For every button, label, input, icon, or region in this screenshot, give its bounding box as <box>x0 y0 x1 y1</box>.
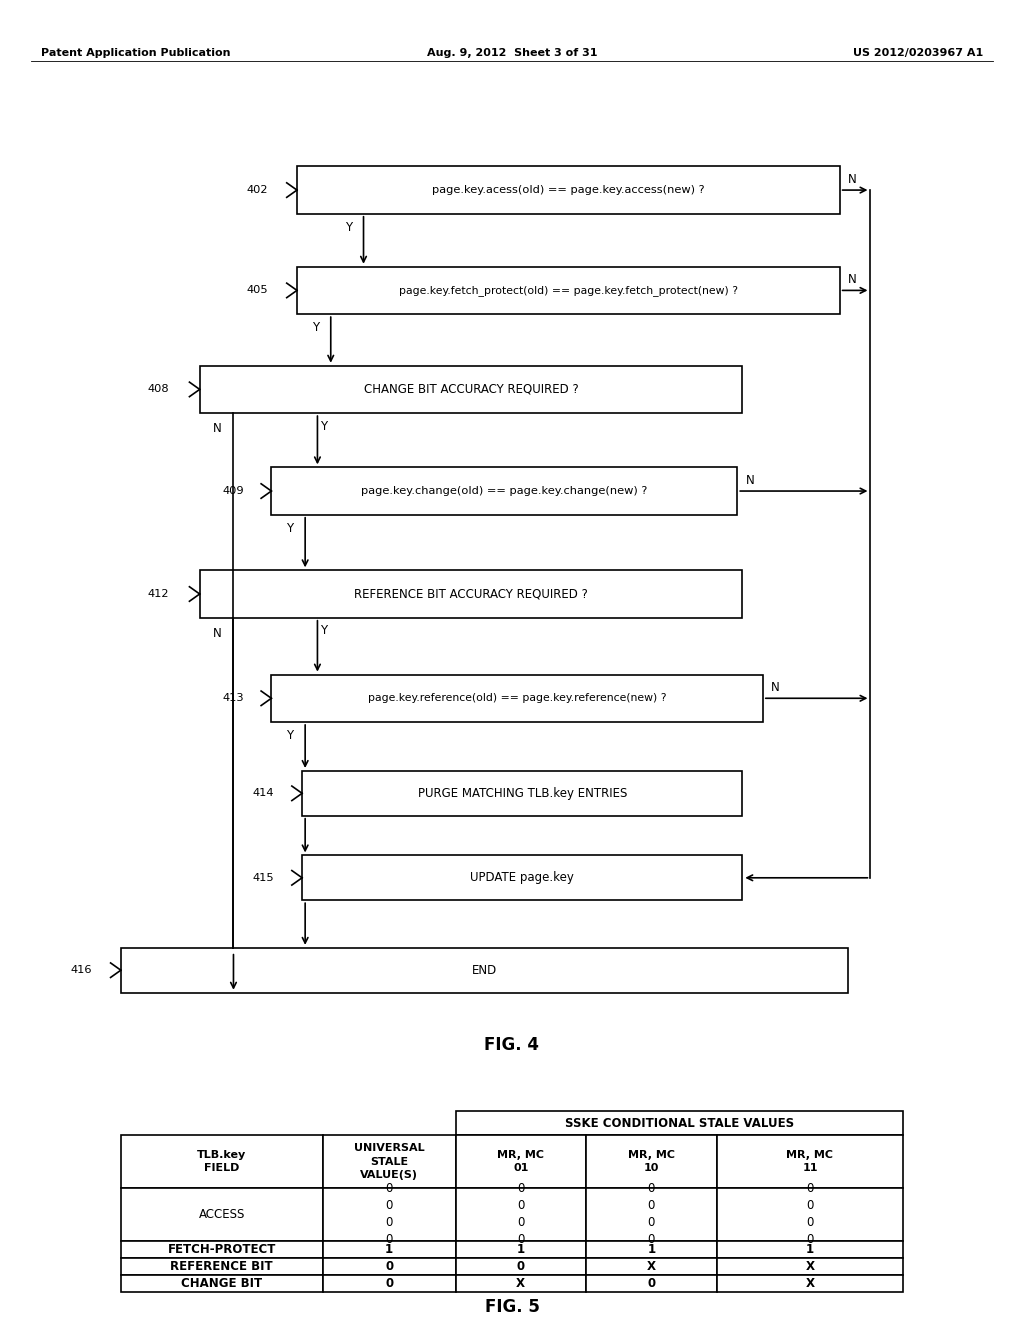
Text: X: X <box>806 1278 814 1290</box>
Bar <box>121 1241 323 1258</box>
Bar <box>456 1275 586 1292</box>
Text: Aug. 9, 2012  Sheet 3 of 31: Aug. 9, 2012 Sheet 3 of 31 <box>427 48 597 58</box>
Text: Patent Application Publication: Patent Application Publication <box>41 48 230 58</box>
Text: 0
0
0
0: 0 0 0 0 <box>806 1183 814 1246</box>
Bar <box>323 1188 456 1241</box>
Text: FIG. 5: FIG. 5 <box>484 1298 540 1316</box>
Text: Y: Y <box>321 420 327 433</box>
Text: ACCESS: ACCESS <box>199 1208 245 1221</box>
Text: 1: 1 <box>517 1243 524 1255</box>
Text: 415: 415 <box>253 873 274 883</box>
Text: MR, MC
11: MR, MC 11 <box>786 1150 834 1173</box>
Bar <box>717 1135 903 1188</box>
Text: FETCH-PROTECT: FETCH-PROTECT <box>168 1243 275 1255</box>
Bar <box>456 1188 586 1241</box>
Text: N: N <box>848 273 857 286</box>
Text: CHANGE BIT ACCURACY REQUIRED ?: CHANGE BIT ACCURACY REQUIRED ? <box>364 383 579 396</box>
Text: 413: 413 <box>222 693 244 704</box>
Text: Y: Y <box>287 729 293 742</box>
Text: 0: 0 <box>647 1278 655 1290</box>
Bar <box>302 771 742 816</box>
Text: X: X <box>647 1261 655 1272</box>
Bar <box>586 1241 717 1258</box>
Text: page.key.reference(old) == page.key.reference(new) ?: page.key.reference(old) == page.key.refe… <box>368 693 667 704</box>
Text: 1: 1 <box>385 1243 393 1255</box>
Bar <box>586 1188 717 1241</box>
Bar <box>121 1188 323 1241</box>
Text: 414: 414 <box>253 788 274 799</box>
Text: 0
0
0
0: 0 0 0 0 <box>385 1183 393 1246</box>
Text: N: N <box>848 173 857 186</box>
Text: N: N <box>213 422 221 436</box>
Text: page.key.acess(old) == page.key.access(new) ?: page.key.acess(old) == page.key.access(n… <box>432 185 705 195</box>
Bar <box>121 1275 323 1292</box>
Text: X: X <box>516 1278 525 1290</box>
Bar <box>271 467 737 515</box>
Bar <box>586 1275 717 1292</box>
Bar <box>717 1188 903 1241</box>
Bar <box>717 1241 903 1258</box>
Bar <box>297 267 840 314</box>
Text: 0: 0 <box>385 1261 393 1272</box>
Text: MR, MC
01: MR, MC 01 <box>498 1150 544 1173</box>
Text: 416: 416 <box>71 965 92 975</box>
Bar <box>121 1135 323 1188</box>
Text: 0
0
0
0: 0 0 0 0 <box>647 1183 655 1246</box>
Bar <box>200 570 742 618</box>
Bar <box>456 1111 903 1135</box>
Text: TLB.key
FIELD: TLB.key FIELD <box>197 1150 247 1173</box>
Text: Y: Y <box>345 220 351 234</box>
Text: page.key.change(old) == page.key.change(new) ?: page.key.change(old) == page.key.change(… <box>361 486 647 496</box>
Bar <box>586 1258 717 1275</box>
Text: MR, MC
10: MR, MC 10 <box>628 1150 675 1173</box>
Text: N: N <box>745 474 755 487</box>
Text: UPDATE page.key: UPDATE page.key <box>470 871 574 884</box>
Bar <box>297 166 840 214</box>
Bar <box>456 1258 586 1275</box>
Text: 1: 1 <box>806 1243 814 1255</box>
Bar <box>302 855 742 900</box>
Text: 402: 402 <box>247 185 268 195</box>
Text: Y: Y <box>321 624 327 638</box>
Text: N: N <box>213 627 221 640</box>
Text: 412: 412 <box>147 589 169 599</box>
Bar <box>121 1258 323 1275</box>
Text: REFERENCE BIT: REFERENCE BIT <box>170 1261 273 1272</box>
Text: Y: Y <box>287 521 293 535</box>
Text: CHANGE BIT: CHANGE BIT <box>181 1278 262 1290</box>
Text: 0
0
0
0: 0 0 0 0 <box>517 1183 524 1246</box>
Text: REFERENCE BIT ACCURACY REQUIRED ?: REFERENCE BIT ACCURACY REQUIRED ? <box>354 587 588 601</box>
Text: 1: 1 <box>647 1243 655 1255</box>
Bar <box>586 1135 717 1188</box>
Text: 405: 405 <box>247 285 268 296</box>
Text: UNIVERSAL
STALE
VALUE(S): UNIVERSAL STALE VALUE(S) <box>354 1143 424 1180</box>
Bar <box>717 1275 903 1292</box>
Text: PURGE MATCHING TLB.key ENTRIES: PURGE MATCHING TLB.key ENTRIES <box>418 787 627 800</box>
Text: 0: 0 <box>385 1278 393 1290</box>
Bar <box>323 1135 456 1188</box>
Text: page.key.fetch_protect(old) == page.key.fetch_protect(new) ?: page.key.fetch_protect(old) == page.key.… <box>398 285 738 296</box>
Bar <box>323 1241 456 1258</box>
Bar <box>717 1258 903 1275</box>
Bar <box>456 1135 586 1188</box>
Bar <box>271 675 763 722</box>
Bar <box>323 1258 456 1275</box>
Text: Y: Y <box>312 321 318 334</box>
Text: US 2012/0203967 A1: US 2012/0203967 A1 <box>853 48 983 58</box>
Bar <box>456 1241 586 1258</box>
Text: 0: 0 <box>517 1261 524 1272</box>
Text: 409: 409 <box>222 486 244 496</box>
Text: X: X <box>806 1261 814 1272</box>
Text: FIG. 4: FIG. 4 <box>484 1036 540 1055</box>
Text: END: END <box>472 964 497 977</box>
Text: SSKE CONDITIONAL STALE VALUES: SSKE CONDITIONAL STALE VALUES <box>565 1117 794 1130</box>
Text: 408: 408 <box>147 384 169 395</box>
Bar <box>200 366 742 413</box>
Text: N: N <box>771 681 780 694</box>
Bar <box>121 948 848 993</box>
Bar <box>323 1275 456 1292</box>
